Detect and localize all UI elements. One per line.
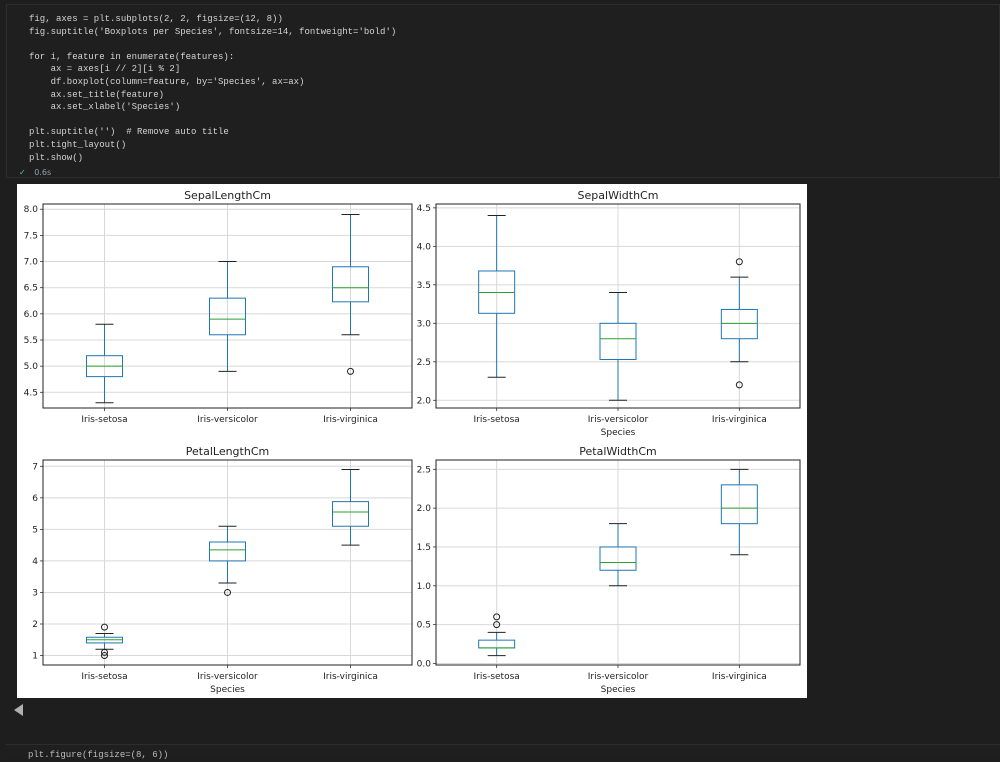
y-tick-label: 7.0 <box>24 258 39 268</box>
box-iqr <box>720 308 758 340</box>
outlier-point <box>735 258 743 266</box>
code-line: ax.set_title(feature) <box>29 89 165 100</box>
y-tick-label: 3 <box>32 588 38 598</box>
x-tick-label: Iris-virginica <box>712 672 767 682</box>
boxplot-figure: 4.5 5.0 5.5 6.0 6.5 7.0 7.5 8.0 Iris-setosa Iris-… <box>24 189 801 695</box>
x-tick-label: Iris-versicolor <box>588 672 649 682</box>
box-iqr <box>599 546 637 571</box>
box-iqr <box>332 501 369 527</box>
y-tick-label: 7 <box>32 462 38 472</box>
y-tick-label: 2.0 <box>417 396 432 406</box>
code-cell[interactable]: fig, axes = plt.subplots(2, 2, figsize=(… <box>6 4 1000 178</box>
next-code-cell[interactable]: plt.figure(figsize=(8, 6)) <box>6 744 1000 760</box>
y-tick-label: 4.5 <box>24 388 38 398</box>
y-tick-label: 5 <box>32 525 38 535</box>
code-editor[interactable]: fig, axes = plt.subplots(2, 2, figsize=(… <box>29 13 396 164</box>
y-tick-label: 2.5 <box>417 358 431 368</box>
y-tick-label: 0.0 <box>417 659 432 669</box>
outlier-point <box>101 623 108 631</box>
x-tick-label: Iris-virginica <box>323 672 378 682</box>
next-code-line: plt.figure(figsize=(8, 6)) <box>28 750 169 760</box>
y-tick-label: 3.0 <box>417 319 432 329</box>
box-iqr <box>209 541 246 562</box>
subplot-title: PetalWidthCm <box>579 445 656 458</box>
box-iqr <box>599 322 637 361</box>
x-axis-label: Species <box>601 685 636 695</box>
y-tick-label: 7.5 <box>24 231 38 241</box>
x-axis-label: Species <box>210 685 245 695</box>
x-tick-label: Iris-virginica <box>712 415 767 425</box>
y-tick-label: 8.0 <box>24 205 39 215</box>
subplot-sepalwidthcm: 2.0 2.5 3.0 3.5 4.0 4.5 Iris-setosa Iris-versic… <box>417 189 801 438</box>
x-tick-label: Iris-setosa <box>81 672 127 682</box>
code-line: plt.tight_layout() <box>29 139 127 150</box>
subplot-title: PetalLengthCm <box>186 445 269 458</box>
outlier-point <box>101 648 108 656</box>
x-tick-label: Iris-setosa <box>474 415 520 425</box>
outlier-point <box>735 381 743 389</box>
outlier-point <box>224 588 231 596</box>
y-tick-label: 4.0 <box>417 242 432 252</box>
y-tick-label: 6.0 <box>24 310 39 320</box>
code-line: ax = axes[i // 2][i % 2] <box>29 64 181 75</box>
check-icon: ✓ <box>19 168 26 177</box>
outlier-point <box>347 367 354 375</box>
x-tick-label: Iris-setosa <box>474 672 520 682</box>
outlier-point <box>101 652 108 660</box>
y-tick-label: 2.0 <box>417 504 432 514</box>
axes-frame <box>435 459 801 666</box>
y-tick-label: 1.5 <box>417 543 431 553</box>
y-tick-label: 3.5 <box>417 281 431 291</box>
y-tick-label: 6.5 <box>24 284 38 294</box>
outlier-point <box>493 621 501 629</box>
code-line: fig.suptitle('Boxplots per Species', fon… <box>29 26 397 37</box>
code-line: plt.show() <box>29 152 84 163</box>
box-iqr <box>720 484 758 525</box>
axes-frame <box>42 203 413 409</box>
code-line: plt.suptitle('') # Remove auto title <box>29 127 229 138</box>
y-tick-label: 2.5 <box>417 465 431 475</box>
code-line <box>29 38 396 51</box>
y-tick-label: 4.5 <box>417 204 431 214</box>
scroll-left-icon[interactable] <box>14 704 23 716</box>
code-line: for i, feature in enumerate(features): <box>29 51 235 62</box>
x-axis-label: Species <box>601 428 636 438</box>
y-tick-label: 6 <box>32 494 38 504</box>
y-tick-label: 5.5 <box>24 336 38 346</box>
x-tick-label: Iris-versicolor <box>197 415 258 425</box>
x-tick-label: Iris-versicolor <box>588 415 649 425</box>
outlier-point <box>493 613 501 621</box>
y-tick-label: 2 <box>32 620 38 630</box>
y-tick-label: 5.0 <box>24 362 39 372</box>
subplot-title: SepalLengthCm <box>184 189 271 202</box>
subplot-sepallengthcm: 4.5 5.0 5.5 6.0 6.5 7.0 7.5 8.0 Iris-setosa Iris-… <box>24 189 413 425</box>
subplot-title: SepalWidthCm <box>578 189 659 202</box>
y-tick-label: 4 <box>32 557 38 567</box>
run-time: 0.6s <box>34 168 52 177</box>
subplot-petallengthcm: 1 2 3 4 5 6 7 Iris-setosa Iris-versicolor Iris-vi… <box>32 445 413 695</box>
axes-frame <box>435 203 801 409</box>
x-tick-label: Iris-virginica <box>323 415 378 425</box>
execution-status: ✓ 0.6s <box>19 168 51 177</box>
x-tick-label: Iris-setosa <box>81 415 127 425</box>
code-line <box>29 114 396 127</box>
axes-frame <box>42 459 413 666</box>
y-tick-label: 0.5 <box>417 621 431 631</box>
box-iqr <box>209 297 246 336</box>
x-tick-label: Iris-versicolor <box>197 672 258 682</box>
code-line: fig, axes = plt.subplots(2, 2, figsize=(… <box>29 14 283 24</box>
code-line: df.boxplot(column=feature, by='Species',… <box>29 76 305 87</box>
y-tick-label: 1 <box>32 652 38 662</box>
y-tick-label: 1.0 <box>417 582 432 592</box>
code-line: ax.set_xlabel('Species') <box>29 102 181 113</box>
cell-output-figure: 4.5 5.0 5.5 6.0 6.5 7.0 7.5 8.0 Iris-setosa Iris-… <box>17 184 807 698</box>
subplot-petalwidthcm: 0.0 0.5 1.0 1.5 2.0 2.5 Iris-setosa Iris-versic… <box>417 445 801 695</box>
box-iqr <box>332 266 369 303</box>
